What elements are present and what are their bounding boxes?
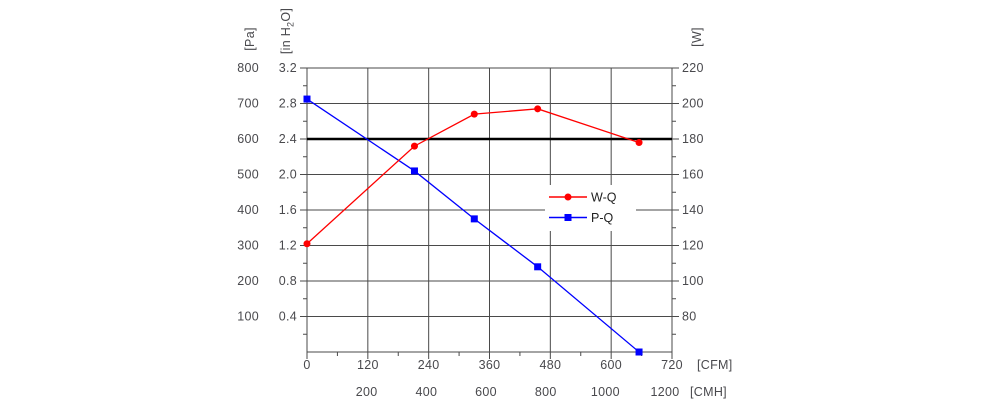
cfm-tick-label: 720 (661, 358, 683, 372)
w-axis-unit-label: [W] (690, 27, 704, 47)
cmh-tick-label: 1200 (651, 385, 680, 399)
w-q-point (303, 240, 311, 248)
cmh-axis-unit-label: [CMH] (690, 385, 727, 399)
p-q-point (410, 167, 418, 175)
cfm-axis-unit-label: [CFM] (697, 358, 733, 372)
inh2o-tick-label: 2.8 (279, 97, 297, 111)
w-q-point (534, 105, 542, 113)
cmh-tick-label: 1000 (591, 385, 620, 399)
legend-box (545, 185, 636, 231)
pa-tick-label: 600 (237, 132, 259, 146)
legend-marker-w-q (564, 193, 572, 201)
pa-tick-label: 500 (237, 168, 259, 182)
legend-label-p-q: P-Q (591, 211, 614, 225)
cmh-tick-label: 400 (415, 385, 437, 399)
p-q-point (303, 95, 311, 103)
cfm-tick-label: 240 (418, 358, 440, 372)
cfm-tick-label: 360 (479, 358, 501, 372)
pa-tick-label: 300 (237, 239, 259, 253)
w-q-point (470, 110, 478, 118)
p-q-point (470, 215, 478, 223)
cfm-tick-label: 0 (303, 358, 310, 372)
legend-marker-p-q (564, 214, 572, 221)
cfm-tick-label: 600 (600, 358, 622, 372)
inh2o-tick-label: 1.2 (279, 239, 297, 253)
cmh-tick-label: 200 (356, 385, 378, 399)
cfm-tick-label: 120 (357, 358, 379, 372)
w-q-point (635, 139, 643, 147)
inh2o-tick-label: 0.8 (279, 274, 297, 288)
inh2o-tick-label: 0.4 (279, 310, 297, 324)
inh2o-tick-label: 2.0 (279, 168, 297, 182)
pa-axis-unit-label: [Pa] (243, 27, 257, 51)
p-q-point (534, 263, 542, 271)
w-tick-label: 200 (682, 97, 704, 111)
w-tick-label: 160 (682, 168, 704, 182)
pa-tick-label: 800 (237, 61, 259, 75)
p-q-point (635, 348, 643, 356)
cfm-tick-label: 480 (539, 358, 561, 372)
pa-tick-label: 100 (237, 310, 259, 324)
w-tick-label: 100 (682, 274, 704, 288)
inh2o-axis-unit-pre: [in H (278, 26, 293, 55)
pa-tick-label: 400 (237, 203, 259, 217)
cmh-tick-label: 600 (475, 385, 497, 399)
inh2o-tick-label: 3.2 (279, 61, 297, 75)
inh2o-axis-unit-sub: 2 (285, 21, 296, 27)
legend-label-w-q: W-Q (591, 191, 617, 205)
inh2o-tick-label: 2.4 (279, 132, 297, 146)
inh2o-axis-unit-post: O] (278, 7, 293, 22)
pa-tick-label: 700 (237, 97, 259, 111)
w-tick-label: 80 (682, 310, 697, 324)
pa-tick-label: 200 (237, 274, 259, 288)
inh2o-tick-label: 1.6 (279, 203, 297, 217)
cmh-tick-label: 800 (535, 385, 557, 399)
w-tick-label: 140 (682, 203, 704, 217)
w-tick-label: 180 (682, 132, 704, 146)
inh2o-axis-unit-label: [in H2O] (279, 8, 296, 54)
w-tick-label: 120 (682, 239, 704, 253)
w-q-point (410, 142, 418, 150)
w-tick-label: 220 (682, 61, 704, 75)
